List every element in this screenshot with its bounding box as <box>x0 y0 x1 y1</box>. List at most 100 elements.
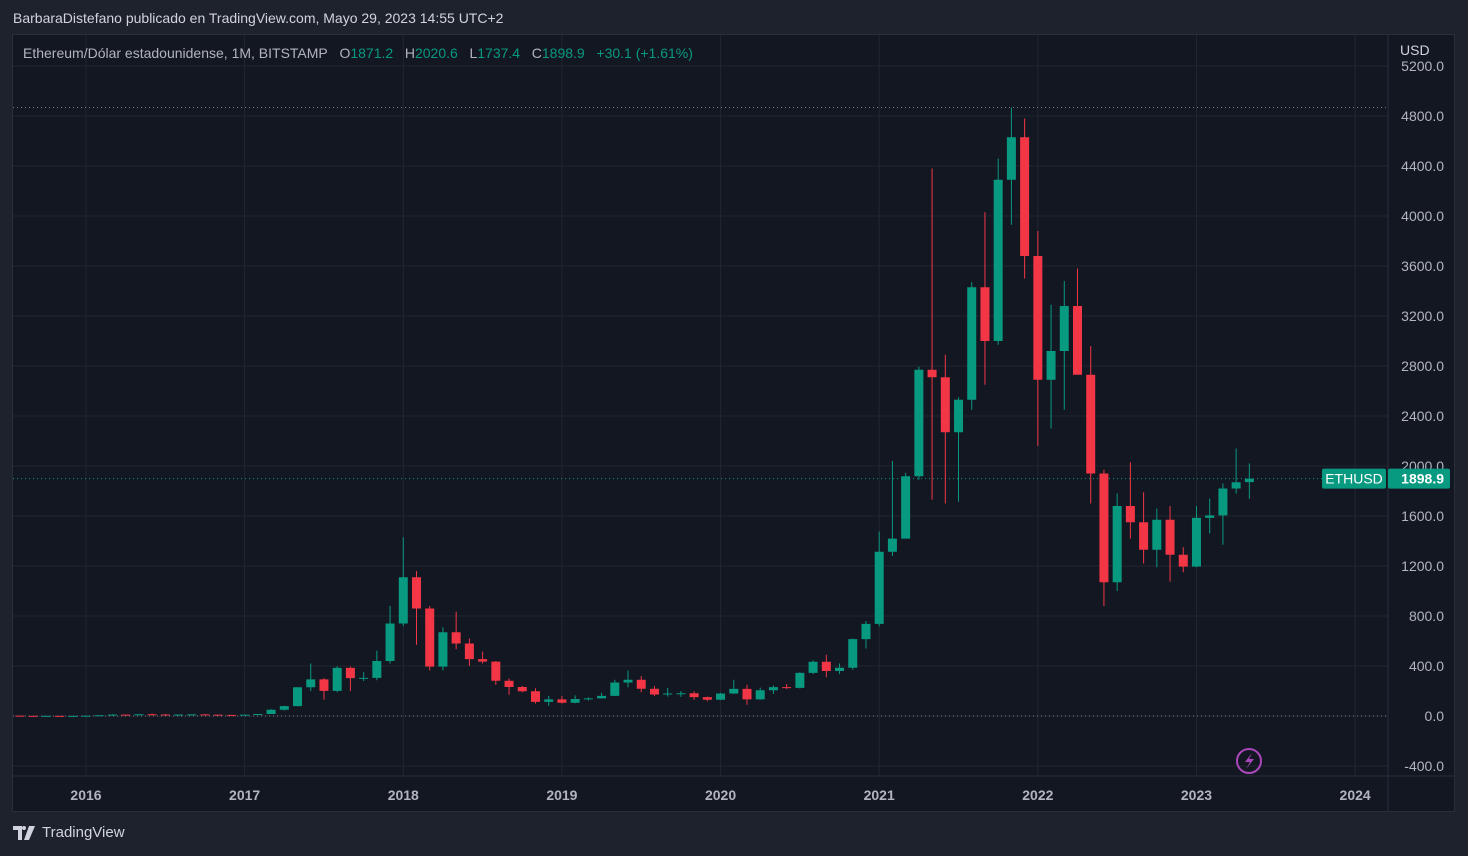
price-tick-label: 2800.0 <box>1401 358 1444 374</box>
candle-down <box>160 714 170 716</box>
price-tick-label: 4800.0 <box>1401 108 1444 124</box>
high-label: H <box>404 45 415 61</box>
candle-down <box>121 714 131 716</box>
time-tick-label: 2021 <box>864 787 895 803</box>
close-value: 1898.9 <box>541 45 585 61</box>
candle-up <box>1059 306 1069 351</box>
candle-up <box>597 695 607 699</box>
candle-up <box>755 690 765 700</box>
time-tick-label: 2017 <box>229 787 260 803</box>
candle-down <box>213 714 223 716</box>
candle-down <box>1125 506 1135 523</box>
open-label: O <box>339 45 351 61</box>
candle-up <box>729 688 739 694</box>
candle-down <box>689 693 699 698</box>
change-value: +30.1 (+1.61%) <box>596 45 693 61</box>
candle-up <box>306 679 316 688</box>
candle-down <box>557 699 567 703</box>
candle-up <box>134 714 144 716</box>
candle-down <box>940 377 950 433</box>
price-tick-label: 1600.0 <box>1401 508 1444 524</box>
price-tick-label: 0.0 <box>1425 708 1445 724</box>
currency-label[interactable]: USD <box>1400 42 1430 58</box>
candle-up <box>1006 137 1016 180</box>
candle-up <box>570 699 580 703</box>
candle-up <box>676 693 686 695</box>
lightning-event-icon[interactable] <box>1236 748 1262 774</box>
time-tick-label: 2019 <box>546 787 577 803</box>
candle-up <box>795 672 805 688</box>
price-tick-label: 3200.0 <box>1401 308 1444 324</box>
candle-down <box>147 714 157 716</box>
candle-down <box>530 691 540 702</box>
candle-down <box>15 715 25 717</box>
symbol-price-tag <box>1322 468 1386 489</box>
candle-down <box>1086 374 1096 474</box>
candle-down <box>649 688 659 695</box>
candle-up <box>954 399 964 433</box>
tradingview-logo[interactable]: TradingView <box>13 824 125 841</box>
candle-up <box>861 623 871 640</box>
candle-up <box>887 538 897 552</box>
candle-down <box>1020 137 1030 256</box>
price-tick-label: 4000.0 <box>1401 208 1444 224</box>
price-tick-label: 4400.0 <box>1401 158 1444 174</box>
candle-up <box>1218 488 1228 516</box>
candle-down <box>28 715 38 717</box>
last-price-tag-text: 1898.9 <box>1401 471 1444 487</box>
candle-down <box>491 661 501 681</box>
time-tick-label: 2023 <box>1181 787 1212 803</box>
candle-up <box>901 476 911 539</box>
candle-up <box>914 369 924 477</box>
candle-up <box>359 677 369 679</box>
symbol-price-tag-text: ETHUSD <box>1325 471 1383 487</box>
publisher-line: BarbaraDistefano publicado en TradingVie… <box>13 10 504 26</box>
candle-down <box>782 687 792 689</box>
price-tick-label: 5200.0 <box>1401 58 1444 74</box>
candle-down <box>425 608 435 667</box>
low-label: L <box>469 45 478 61</box>
time-tick-label: 2018 <box>388 787 419 803</box>
candle-down <box>927 369 937 378</box>
candle-down <box>464 643 474 660</box>
candle-up <box>1152 519 1162 550</box>
candle-down <box>1139 522 1149 550</box>
candle-up <box>253 714 263 715</box>
candle-down <box>200 714 210 716</box>
candle-down <box>1165 519 1175 555</box>
candle-down <box>1178 554 1188 567</box>
candle-up <box>332 667 342 691</box>
time-tick-label: 2020 <box>705 787 736 803</box>
candle-up <box>385 623 395 661</box>
candle-down <box>980 287 990 341</box>
time-tick-label: 2022 <box>1022 787 1053 803</box>
symbol-name[interactable]: Ethereum/Dólar estadounidense, 1M, BITST… <box>23 45 328 61</box>
candle-up <box>174 714 184 716</box>
candle-up <box>279 706 289 710</box>
price-tick-label: 2400.0 <box>1401 408 1444 424</box>
candle-up <box>610 682 620 696</box>
candle-down <box>504 680 514 687</box>
candle-down <box>226 714 236 716</box>
symbol-legend: Ethereum/Dólar estadounidense, 1M, BITST… <box>23 45 693 61</box>
candle-up <box>187 714 197 716</box>
lightning-bolt-icon <box>1245 753 1254 769</box>
candle-up <box>1231 482 1241 489</box>
open-value: 1871.2 <box>350 45 394 61</box>
candle-up <box>372 661 382 678</box>
candle-up <box>94 715 104 717</box>
candle-up <box>1112 506 1122 583</box>
candle-down <box>821 661 831 671</box>
candle-down <box>742 688 752 700</box>
candle-up <box>41 715 51 717</box>
candle-up <box>81 715 91 717</box>
candle-up <box>1205 515 1215 518</box>
candle-up <box>716 693 726 700</box>
candle-down <box>1073 306 1082 375</box>
candle-down <box>412 577 421 609</box>
time-tick-label: 2016 <box>70 787 101 803</box>
price-tick-label: 3600.0 <box>1401 258 1444 274</box>
high-value: 2020.6 <box>414 45 458 61</box>
price-tick-label: 400.0 <box>1409 658 1444 674</box>
